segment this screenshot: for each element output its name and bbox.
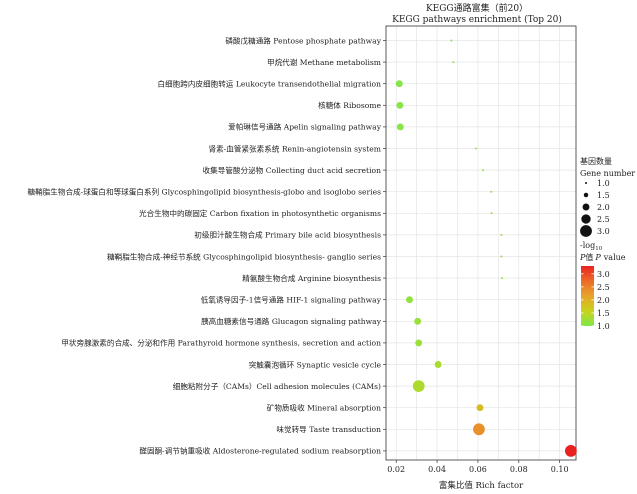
size-legend-dot	[585, 182, 587, 184]
y-tick-label: 爱帕琳信号通路 Apelin signaling pathway	[228, 122, 382, 132]
data-point	[452, 61, 455, 64]
color-legend-title-line1: -log10	[580, 241, 603, 252]
y-tick-label: 初级胆汁酸生物合成 Primary bile acid biosynthesis	[194, 230, 381, 240]
color-bar	[581, 266, 594, 326]
color-tick-label: 1.0	[597, 322, 610, 331]
y-tick-label: 甲状旁腺激素的合成、分泌和作用 Parathyroid hormone synt…	[61, 338, 381, 348]
x-tick-label: 0.02	[387, 465, 405, 474]
y-tick-label: 白细胞跨内皮细胞转运 Leukocyte transendothelial mi…	[157, 79, 381, 89]
y-tick-label: 收集导管酸分泌物 Collecting duct acid secretion	[203, 165, 382, 175]
color-tick-label: 3.0	[597, 270, 610, 279]
y-tick-label: 突触囊泡循环 Synaptic vesicle cycle	[249, 359, 382, 369]
data-point	[412, 380, 425, 392]
data-point	[490, 212, 493, 215]
y-tick-label: 细胞粘附分子（CAMs）Cell adhesion molecules (CAM…	[173, 381, 381, 391]
data-point	[434, 361, 442, 368]
data-points	[395, 39, 577, 457]
data-point	[473, 423, 485, 436]
color-tick-label: 2.5	[597, 283, 610, 292]
y-tick-label: 核糖体 Ribosome	[318, 100, 381, 110]
y-tick-label: 精氨酸生物合成 Arginine biosynthesis	[242, 273, 381, 283]
y-tick-label: 光合生物中的碳固定 Carbon fixation in photosynthe…	[139, 208, 381, 218]
y-tick-label: 味觉转导 Taste transduction	[276, 424, 381, 434]
data-point	[414, 317, 422, 325]
color-tick-label: 1.5	[597, 309, 610, 318]
data-point	[482, 169, 485, 172]
chart-subtitle: KEGG pathways enrichment (Top 20)	[392, 14, 562, 25]
size-legend-title-cn: 基因数量	[580, 156, 612, 166]
size-legend-title-en: Gene number	[580, 169, 635, 178]
data-point	[450, 39, 453, 42]
data-point	[415, 339, 423, 347]
y-tick-label: 醛固酮-调节钠重吸收 Aldosterone-regulated sodium …	[139, 446, 381, 456]
size-legend-label: 1.5	[597, 191, 610, 200]
data-point	[564, 445, 577, 457]
color-legend-subscript: 10	[595, 246, 602, 252]
x-axis: 0.02 0.04 0.06 0.08 0.10	[387, 460, 569, 474]
data-point	[500, 255, 503, 258]
plot-panel	[385, 25, 577, 461]
y-tick-label: 磷酸戊糖通路 Pentose phosphate pathway	[225, 35, 381, 45]
y-tick-label: 糖鞘脂生物合成-神经节系统 Glycosphingolipid biosynth…	[107, 251, 381, 261]
chart-title: KEGG通路富集（前20）	[426, 2, 528, 14]
data-point	[501, 277, 504, 280]
data-point	[474, 147, 477, 150]
data-point	[396, 123, 404, 131]
size-legend-label: 2.5	[597, 215, 610, 224]
y-tick-label: 糖鞘脂生物合成-球蛋白和等球蛋白系列 Glycosphingolipid bio…	[27, 187, 381, 197]
x-axis-label: 富集比值 Rich factor	[439, 480, 524, 491]
size-legend-dot	[581, 214, 591, 224]
data-point	[395, 80, 403, 88]
size-legend: 基因数量 Gene number 1.0 1.5 2.0 2.5 3.0	[580, 156, 635, 237]
color-tick-label: 2.0	[597, 296, 610, 305]
data-point	[406, 296, 413, 304]
grid-lines	[386, 26, 576, 460]
size-legend-dot	[580, 225, 592, 237]
data-point	[490, 190, 493, 193]
data-point	[476, 404, 484, 412]
data-point	[500, 233, 503, 236]
size-legend-dot	[582, 203, 590, 211]
y-tick-label: 低氧诱导因子-1信号通路 HIF-1 signaling pathway	[201, 295, 382, 305]
x-tick-label: 0.04	[428, 465, 446, 474]
x-tick-label: 0.10	[551, 465, 569, 474]
x-tick-label: 0.06	[469, 465, 487, 474]
data-point	[396, 101, 404, 109]
size-legend-label: 1.0	[597, 179, 610, 188]
y-tick-label: 矿物质吸收 Mineral absorption	[267, 403, 381, 413]
y-axis: 磷酸戊糖通路 Pentose phosphate pathway 甲烷代谢 Met…	[27, 35, 386, 456]
size-legend-label: 3.0	[597, 227, 610, 236]
x-tick-label: 0.08	[510, 465, 528, 474]
y-tick-label: 甲烷代谢 Methane metabolism	[267, 57, 381, 67]
size-legend-label: 2.0	[597, 203, 610, 212]
y-tick-label: 肾素-血管紧张素系统 Renin-angiotensin system	[209, 143, 382, 153]
y-tick-label: 胰高血糖素信号通路 Glucagon signaling pathway	[201, 316, 382, 326]
size-legend-dot	[583, 192, 589, 198]
